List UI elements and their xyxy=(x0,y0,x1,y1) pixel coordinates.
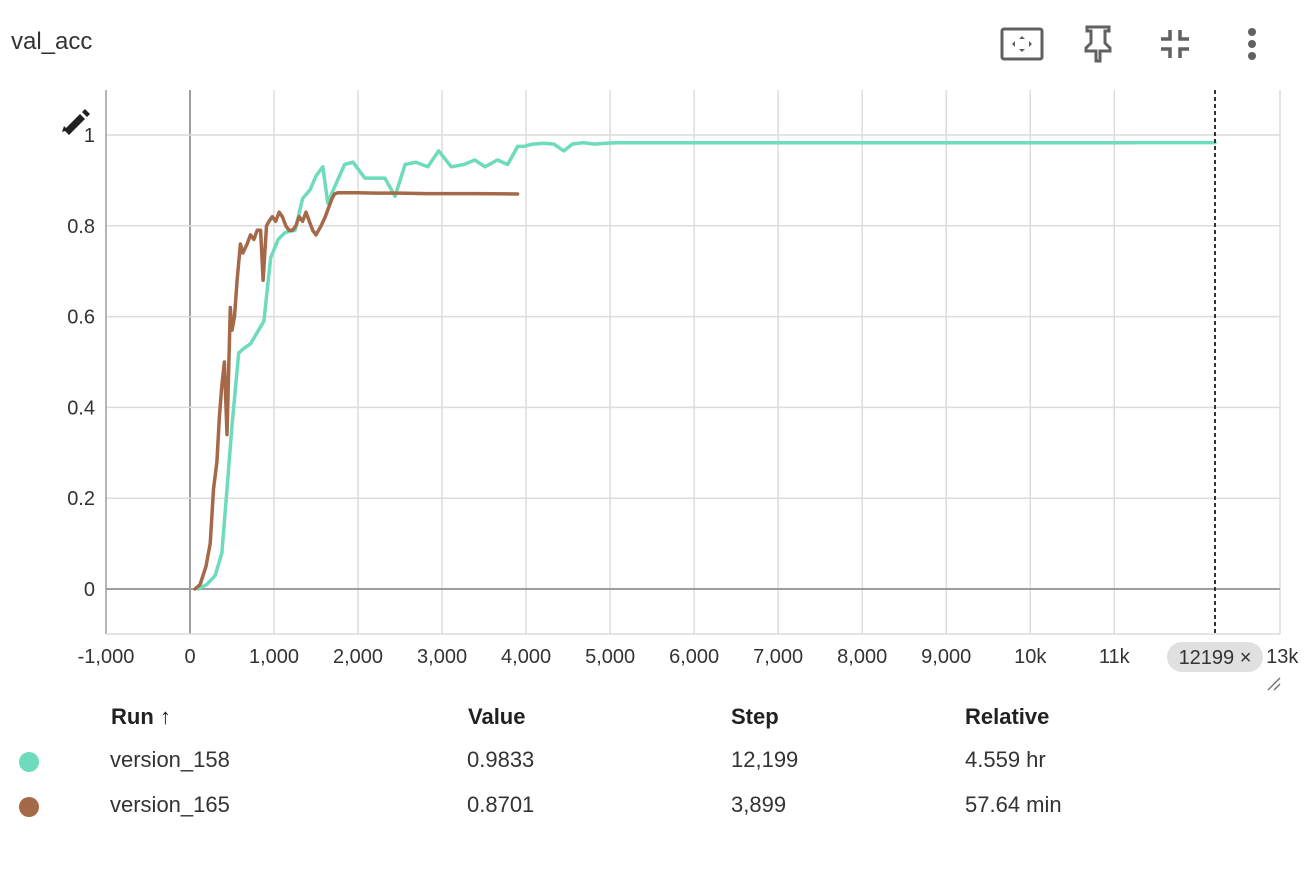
y-axis: 0 0.2 0.4 0.6 0.8 1 xyxy=(67,125,95,601)
pin-icon xyxy=(1084,25,1112,63)
header-step[interactable]: Step xyxy=(731,704,779,729)
x-tick-label: 0 xyxy=(184,646,195,668)
cursor-label: 12199 × xyxy=(1179,647,1252,669)
resize-handle-icon[interactable] xyxy=(1267,677,1281,691)
x-tick-label: 10k xyxy=(1014,646,1047,668)
chart-series xyxy=(193,140,1217,591)
x-tick-label: 9,000 xyxy=(921,646,971,668)
y-tick-label: 0.8 xyxy=(67,216,95,238)
series-line-version_165 xyxy=(193,190,520,591)
run-color-swatch xyxy=(19,752,39,772)
y-tick-label: 0.2 xyxy=(67,488,95,510)
header-value[interactable]: Value xyxy=(468,704,526,729)
y-tick-label: 0.6 xyxy=(67,307,95,329)
step-cursor[interactable]: 12199 × xyxy=(1167,90,1263,672)
run-value: 0.8701 xyxy=(467,792,535,817)
x-tick-label: 2,000 xyxy=(333,646,383,668)
run-relative: 57.64 min xyxy=(965,792,1062,817)
run-name: version_158 xyxy=(110,747,230,772)
x-tick-label: 7,000 xyxy=(753,646,803,668)
run-step: 3,899 xyxy=(731,792,787,817)
header-relative[interactable]: Relative xyxy=(965,704,1050,729)
x-tick-label: 5,000 xyxy=(585,646,635,668)
fit-domain-icon xyxy=(1000,27,1044,61)
run-relative: 4.559 hr xyxy=(965,747,1046,772)
edit-icon[interactable] xyxy=(62,109,90,135)
more-options-button[interactable] xyxy=(1226,18,1278,70)
more-vert-icon xyxy=(1248,28,1256,60)
fit-domain-button[interactable] xyxy=(996,18,1048,70)
run-color-swatch xyxy=(19,797,39,817)
x-tick-label: 11k xyxy=(1099,646,1131,668)
x-tick-label: 8,000 xyxy=(837,646,887,668)
card-toolbar xyxy=(984,18,1304,70)
collapse-button[interactable] xyxy=(1149,18,1201,70)
x-tick-label: 3,000 xyxy=(417,646,467,668)
x-tick-label: 6,000 xyxy=(669,646,719,668)
x-tick-label: 1,000 xyxy=(249,646,299,668)
x-tick-label: 4,000 xyxy=(501,646,551,668)
run-value: 0.9833 xyxy=(467,747,535,772)
cursor-chip[interactable] xyxy=(1167,642,1263,672)
y-tick-label: 1 xyxy=(84,125,95,147)
series-line-version_158 xyxy=(196,140,1217,591)
pin-button[interactable] xyxy=(1072,18,1124,70)
chart-grid xyxy=(105,90,1281,635)
y-tick-label: 0 xyxy=(84,579,95,601)
header-run[interactable]: Run ↑ xyxy=(111,704,171,729)
x-tick-label: -1,000 xyxy=(78,646,135,668)
y-tick-label: 0.4 xyxy=(67,397,95,419)
x-axis: -1,000 0 1,000 2,000 3,000 4,000 5,000 6,000 7,0… xyxy=(78,646,1300,668)
x-tick-label: 13k xyxy=(1266,646,1299,668)
line-chart[interactable]: -1,000 0 1,000 2,000 3,000 4,000 5,000 6,000 7,0… xyxy=(0,0,1304,700)
run-step: 12,199 xyxy=(731,747,799,772)
table-row[interactable]: version_165 0.8701 3,899 57.64 min xyxy=(0,784,1304,828)
card-title: val_acc xyxy=(11,28,93,55)
run-name: version_165 xyxy=(110,792,230,817)
table-row[interactable]: version_158 0.9833 12,199 4.559 hr xyxy=(0,739,1304,783)
collapse-icon xyxy=(1161,30,1189,58)
